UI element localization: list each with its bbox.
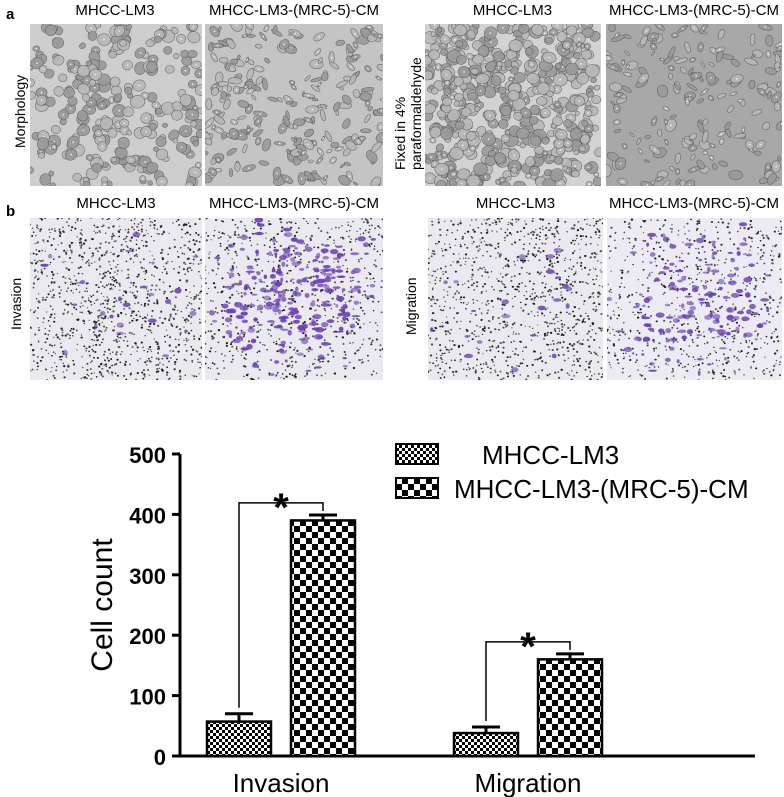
panel-b-right-title-2: MHCC-LM3-(MRC-5)-CM — [609, 195, 779, 212]
morphology-image-cm — [205, 24, 383, 186]
y-tick-label: 100 — [129, 685, 166, 710]
y-tick-label: 200 — [129, 624, 166, 649]
significance-bracket — [485, 641, 571, 722]
fixed-label-line-2: paraformaldehyde — [408, 57, 424, 170]
panel-b-left-title-2: MHCC-LM3-(MRC-5)-CM — [209, 195, 379, 212]
legend-swatch — [395, 443, 439, 465]
y-tick-label: 400 — [129, 503, 166, 528]
invasion-image-cm — [205, 218, 383, 380]
fixed-label: Fixed in 4% paraformaldehyde — [392, 57, 424, 170]
cell-count-bar-chart: 0 100 200 300 400 500 Cell count * Invasion * Migr… — [86, 440, 755, 797]
significance-star: * — [520, 625, 536, 669]
fixed-image-cm — [606, 24, 782, 186]
fixed-image-lm3 — [425, 24, 601, 186]
migration-side-label: Migration — [403, 277, 419, 335]
panel-b-label: b — [6, 203, 16, 220]
morphology-image-lm3 — [30, 24, 202, 186]
legend-label: MHCC-LM3-(MRC-5)-CM — [454, 474, 749, 504]
morphology-label: Morphology — [12, 74, 28, 148]
panel-a-left-title-1: MHCC-LM3 — [75, 2, 155, 19]
x-category-label: Invasion — [233, 768, 330, 797]
panel-b-left-title-1: MHCC-LM3 — [76, 195, 156, 212]
bar-migration-lm3 — [452, 731, 520, 758]
significance-bracket — [238, 502, 324, 708]
bar-invasion-cm — [289, 519, 357, 758]
y-tick-label: 500 — [129, 443, 166, 468]
y-tick-label: 0 — [154, 745, 166, 770]
y-tick-label: 300 — [129, 564, 166, 589]
bar-migration-cm — [536, 658, 604, 758]
invasion-side-label: Invasion — [8, 277, 24, 330]
bar-invasion-lm3 — [205, 720, 273, 758]
fixed-label-line-1: Fixed in 4% — [392, 96, 408, 170]
panel-a-label: a — [6, 6, 15, 23]
legend-swatch — [395, 477, 439, 499]
panel-b-right-title-1: MHCC-LM3 — [475, 195, 556, 212]
x-category-label: Migration — [475, 768, 582, 797]
y-axis-label: Cell count — [86, 538, 119, 672]
migration-image-cm — [607, 218, 782, 380]
migration-image-lm3 — [428, 218, 603, 380]
panel-a-right-title-2: MHCC-LM3-(MRC-5)-CM — [609, 2, 779, 19]
panel-a-right-title-1: MHCC-LM3 — [472, 2, 553, 19]
significance-star: * — [273, 486, 289, 530]
panel-a-left-title-2: MHCC-LM3-(MRC-5)-CM — [209, 2, 379, 19]
legend-label: MHCC-LM3 — [482, 440, 619, 470]
invasion-image-lm3 — [30, 218, 202, 380]
